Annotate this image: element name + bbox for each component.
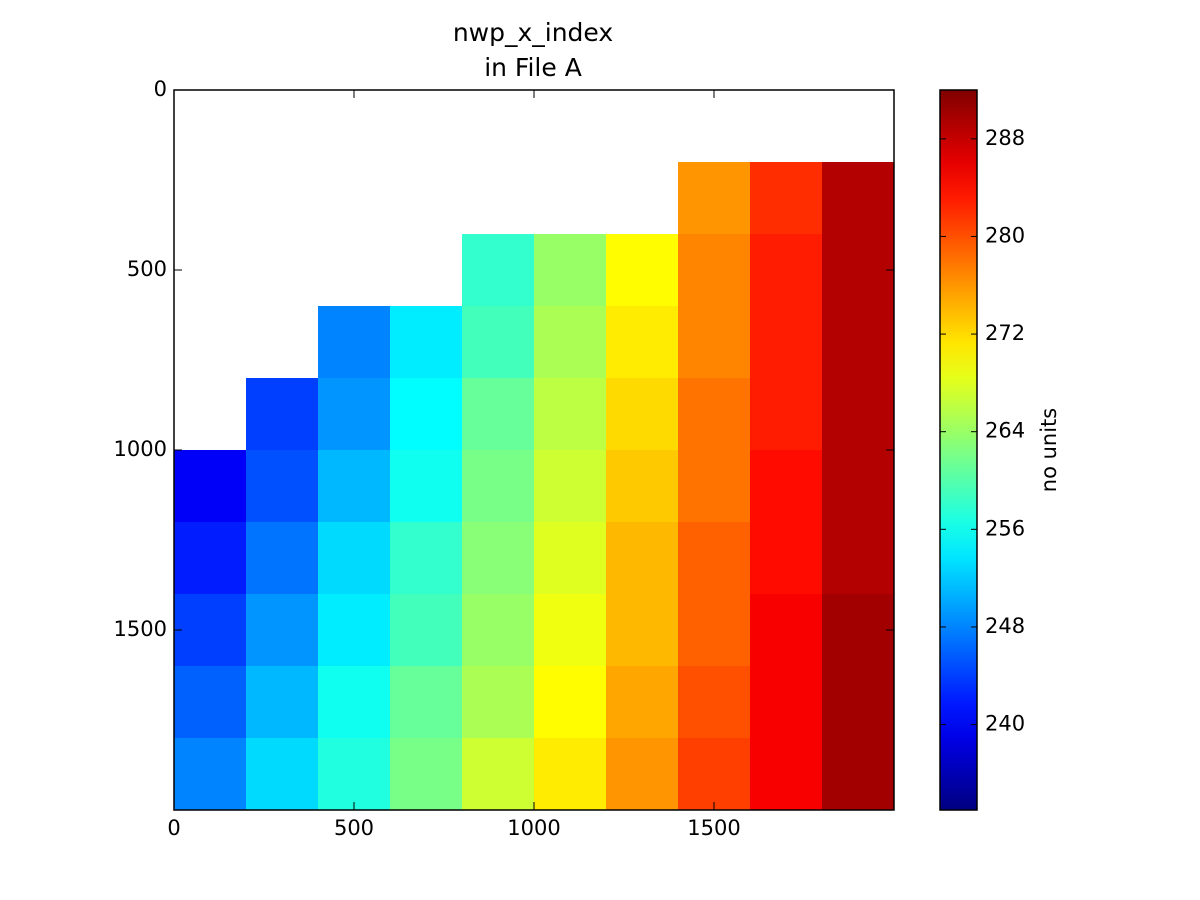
heat-cell [822, 666, 895, 739]
heat-cell [606, 450, 679, 523]
heat-cell [246, 378, 319, 451]
heat-cell [246, 450, 319, 523]
x-tick-label: 1000 [507, 816, 560, 840]
heat-cell [750, 306, 823, 379]
heat-cell [606, 234, 679, 307]
colorbar-tick-label: 264 [985, 419, 1025, 443]
heat-cell [534, 306, 607, 379]
heat-cell [678, 522, 751, 595]
heat-cell [390, 378, 463, 451]
heat-cell [822, 522, 895, 595]
heat-cell [822, 450, 895, 523]
heat-cell [174, 738, 247, 811]
heat-cell [462, 234, 535, 307]
heat-cell [390, 522, 463, 595]
colorbar-tick-label: 280 [985, 223, 1025, 247]
heat-cell [390, 450, 463, 523]
heat-cell [390, 306, 463, 379]
heatmap-cells [174, 162, 895, 811]
heat-cell [750, 450, 823, 523]
heat-cell [318, 666, 391, 739]
heat-cell [606, 738, 679, 811]
heat-cell [534, 522, 607, 595]
heat-cell [462, 450, 535, 523]
heat-cell [678, 234, 751, 307]
heat-cell [678, 450, 751, 523]
heat-cell [750, 162, 823, 235]
heat-cell [678, 666, 751, 739]
heat-cell [390, 666, 463, 739]
heat-cell [390, 738, 463, 811]
heat-cell [174, 450, 247, 523]
heat-cell [246, 522, 319, 595]
y-tick-label: 0 [154, 77, 167, 101]
colorbar-tick-label: 240 [985, 712, 1025, 736]
heat-cell [246, 738, 319, 811]
heat-cell [606, 666, 679, 739]
heat-cell [606, 378, 679, 451]
heat-cell [606, 306, 679, 379]
heat-cell [174, 522, 247, 595]
heat-cell [462, 378, 535, 451]
heat-cell [750, 594, 823, 667]
heat-cell [534, 378, 607, 451]
heat-cell [750, 234, 823, 307]
heat-cell [534, 450, 607, 523]
heat-cell [318, 306, 391, 379]
heat-cell [606, 594, 679, 667]
heat-cell [462, 306, 535, 379]
heat-cell [174, 594, 247, 667]
heat-cell [678, 594, 751, 667]
y-tick-label: 1000 [114, 437, 167, 461]
heat-cell [822, 162, 895, 235]
colorbar-tick-label: 288 [985, 126, 1025, 150]
heat-cell [534, 666, 607, 739]
x-tick-label: 1500 [687, 816, 740, 840]
chart-title: nwp_x_index [453, 18, 613, 47]
heat-cell [534, 594, 607, 667]
heat-cell [318, 522, 391, 595]
heat-cell [750, 738, 823, 811]
heat-cell [606, 522, 679, 595]
heat-cell [318, 738, 391, 811]
heat-cell [822, 234, 895, 307]
heat-cell [822, 378, 895, 451]
heat-cell [750, 378, 823, 451]
chart-subtitle: in File A [484, 53, 582, 82]
heat-cell [822, 738, 895, 811]
x-tick-label: 500 [334, 816, 374, 840]
heat-cell [318, 594, 391, 667]
heat-cell [750, 666, 823, 739]
heat-cell [534, 738, 607, 811]
heat-cell [174, 666, 247, 739]
colorbar-tick-label: 248 [985, 614, 1025, 638]
y-tick-label: 1500 [114, 617, 167, 641]
colorbar-label: no units [1037, 408, 1061, 492]
colorbar [939, 89, 978, 811]
colorbar-tick-label: 272 [985, 321, 1025, 345]
heat-cell [246, 666, 319, 739]
heat-cell [390, 594, 463, 667]
heat-cell [462, 522, 535, 595]
heat-cell [246, 594, 319, 667]
heat-cell [678, 738, 751, 811]
x-tick-label: 0 [167, 816, 180, 840]
heat-cell [678, 306, 751, 379]
y-tick-label: 500 [127, 257, 167, 281]
heat-cell [318, 378, 391, 451]
heat-cell [678, 378, 751, 451]
heat-cell [822, 594, 895, 667]
heat-cell [750, 522, 823, 595]
heat-cell [462, 666, 535, 739]
heat-cell [462, 594, 535, 667]
colorbar-tick-label: 256 [985, 516, 1025, 540]
heat-cell [462, 738, 535, 811]
heat-cell [534, 234, 607, 307]
heat-cell [678, 162, 751, 235]
heat-cell [822, 306, 895, 379]
heat-cell [318, 450, 391, 523]
